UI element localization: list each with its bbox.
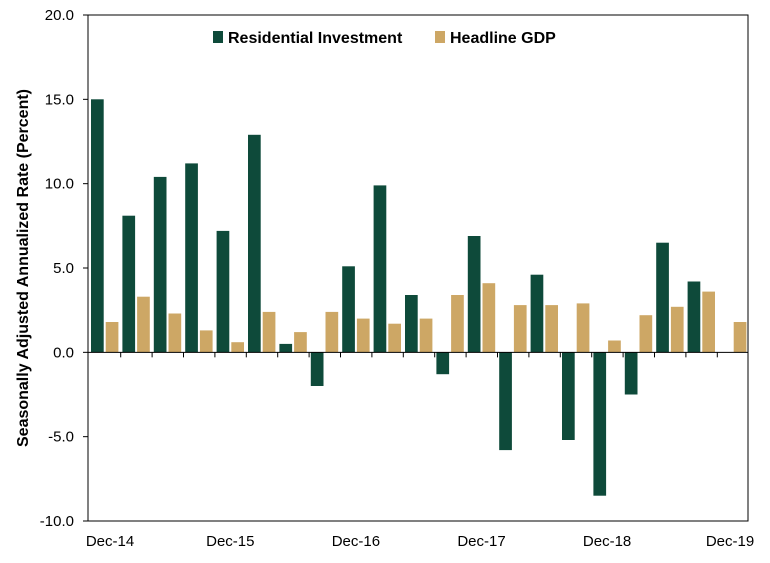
- y-tick-label: -10.0: [40, 513, 74, 530]
- bar-gdp-7: [325, 311, 339, 353]
- bar-residential-15: [562, 352, 575, 440]
- bar-residential-10: [405, 295, 418, 353]
- y-tick-label: -5.0: [48, 429, 74, 446]
- bar-gdp-11: [451, 295, 464, 353]
- bar-residential-8: [342, 266, 355, 353]
- bar-residential-0: [91, 99, 104, 353]
- x-ticks-group: [120, 352, 718, 358]
- bar-gdp-14: [545, 305, 558, 353]
- bar-residential-14: [530, 274, 544, 353]
- legend-swatch-residential: [213, 31, 223, 43]
- x-tick-label: Dec-15: [206, 533, 254, 550]
- bar-residential-12: [467, 236, 481, 353]
- y-axis-label: Seasonally Adjusted Annualized Rate (Per…: [15, 89, 32, 447]
- bar-residential-1: [122, 215, 136, 353]
- bar-gdp-6: [294, 332, 307, 353]
- y-tick-label: 20.0: [45, 7, 74, 24]
- y-tick-label: 15.0: [45, 91, 74, 108]
- bar-residential-9: [373, 185, 387, 353]
- bar-gdp-19: [702, 291, 715, 353]
- legend: Residential Investment Headline GDP: [213, 30, 556, 47]
- y-tick-label: 5.0: [53, 260, 74, 277]
- bar-residential-2: [153, 176, 167, 353]
- x-tick-labels-group: Dec-14 Dec-15 Dec-16 Dec-17 Dec-18 Dec-19: [86, 533, 754, 550]
- bar-residential-18: [656, 242, 669, 353]
- bar-residential-11: [436, 352, 450, 375]
- x-tick-label: Dec-17: [457, 533, 505, 550]
- y-tick-label: 10.0: [45, 176, 74, 193]
- y-ticks-group: 20.0 15.0 10.0 5.0 0.0 -5.0 -10.0: [40, 7, 88, 530]
- bar-gdp-17: [639, 315, 653, 353]
- bar-gdp-3: [199, 330, 213, 353]
- bars-group: [91, 99, 747, 496]
- legend-swatch-gdp: [435, 31, 445, 43]
- y-tick-label: 0.0: [53, 344, 74, 361]
- bar-residential-3: [185, 163, 198, 353]
- bar-gdp-10: [419, 318, 433, 353]
- x-tick-label: Dec-14: [86, 533, 134, 550]
- bar-residential-16: [593, 352, 607, 496]
- bar-residential-19: [687, 281, 701, 353]
- bar-gdp-20: [733, 322, 747, 353]
- bar-residential-13: [499, 352, 512, 451]
- bar-gdp-2: [168, 313, 182, 353]
- bar-gdp-18: [670, 306, 684, 353]
- legend-label-gdp: Headline GDP: [450, 30, 556, 47]
- bar-gdp-0: [105, 322, 119, 353]
- x-tick-label: Dec-19: [706, 533, 754, 550]
- bar-gdp-8: [356, 318, 370, 353]
- bar-residential-5: [248, 134, 261, 353]
- legend-label-residential: Residential Investment: [228, 30, 403, 47]
- bar-gdp-13: [513, 305, 527, 353]
- bar-residential-6: [279, 343, 293, 353]
- bar-gdp-9: [388, 323, 401, 353]
- bar-gdp-16: [608, 340, 621, 353]
- bar-residential-4: [216, 230, 230, 353]
- x-tick-label: Dec-18: [583, 533, 631, 550]
- bar-gdp-4: [231, 342, 244, 353]
- bar-gdp-12: [482, 283, 496, 353]
- x-tick-label: Dec-16: [332, 533, 380, 550]
- bar-gdp-5: [262, 311, 276, 353]
- bar-gdp-1: [137, 296, 150, 353]
- bar-residential-17: [624, 352, 638, 395]
- bar-residential-7: [310, 352, 324, 386]
- bar-gdp-15: [576, 303, 590, 353]
